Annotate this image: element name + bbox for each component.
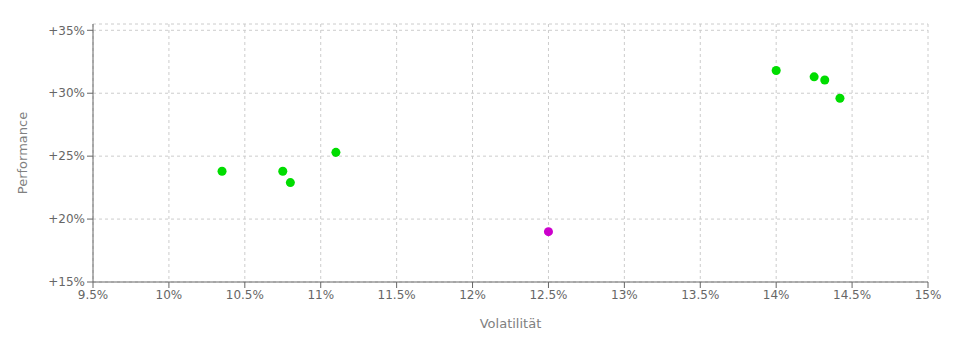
svg-text:+25%: +25% — [48, 149, 85, 163]
svg-text:10%: 10% — [156, 288, 183, 302]
svg-text:+15%: +15% — [48, 275, 85, 289]
svg-text:11%: 11% — [307, 288, 334, 302]
svg-text:14%: 14% — [763, 288, 790, 302]
svg-text:11.5%: 11.5% — [378, 288, 416, 302]
svg-text:12.5%: 12.5% — [529, 288, 567, 302]
svg-text:13%: 13% — [611, 288, 638, 302]
svg-text:+35%: +35% — [48, 24, 85, 38]
svg-text:10.5%: 10.5% — [226, 288, 264, 302]
svg-text:Performance: Performance — [15, 112, 30, 194]
svg-text:+30%: +30% — [48, 86, 85, 100]
svg-text:12%: 12% — [459, 288, 486, 302]
svg-text:Volatilität: Volatilität — [480, 316, 542, 331]
svg-text:14.5%: 14.5% — [833, 288, 871, 302]
svg-text:13.5%: 13.5% — [681, 288, 719, 302]
svg-text:+20%: +20% — [48, 212, 85, 226]
svg-text:15%: 15% — [915, 288, 942, 302]
svg-text:9.5%: 9.5% — [78, 288, 109, 302]
